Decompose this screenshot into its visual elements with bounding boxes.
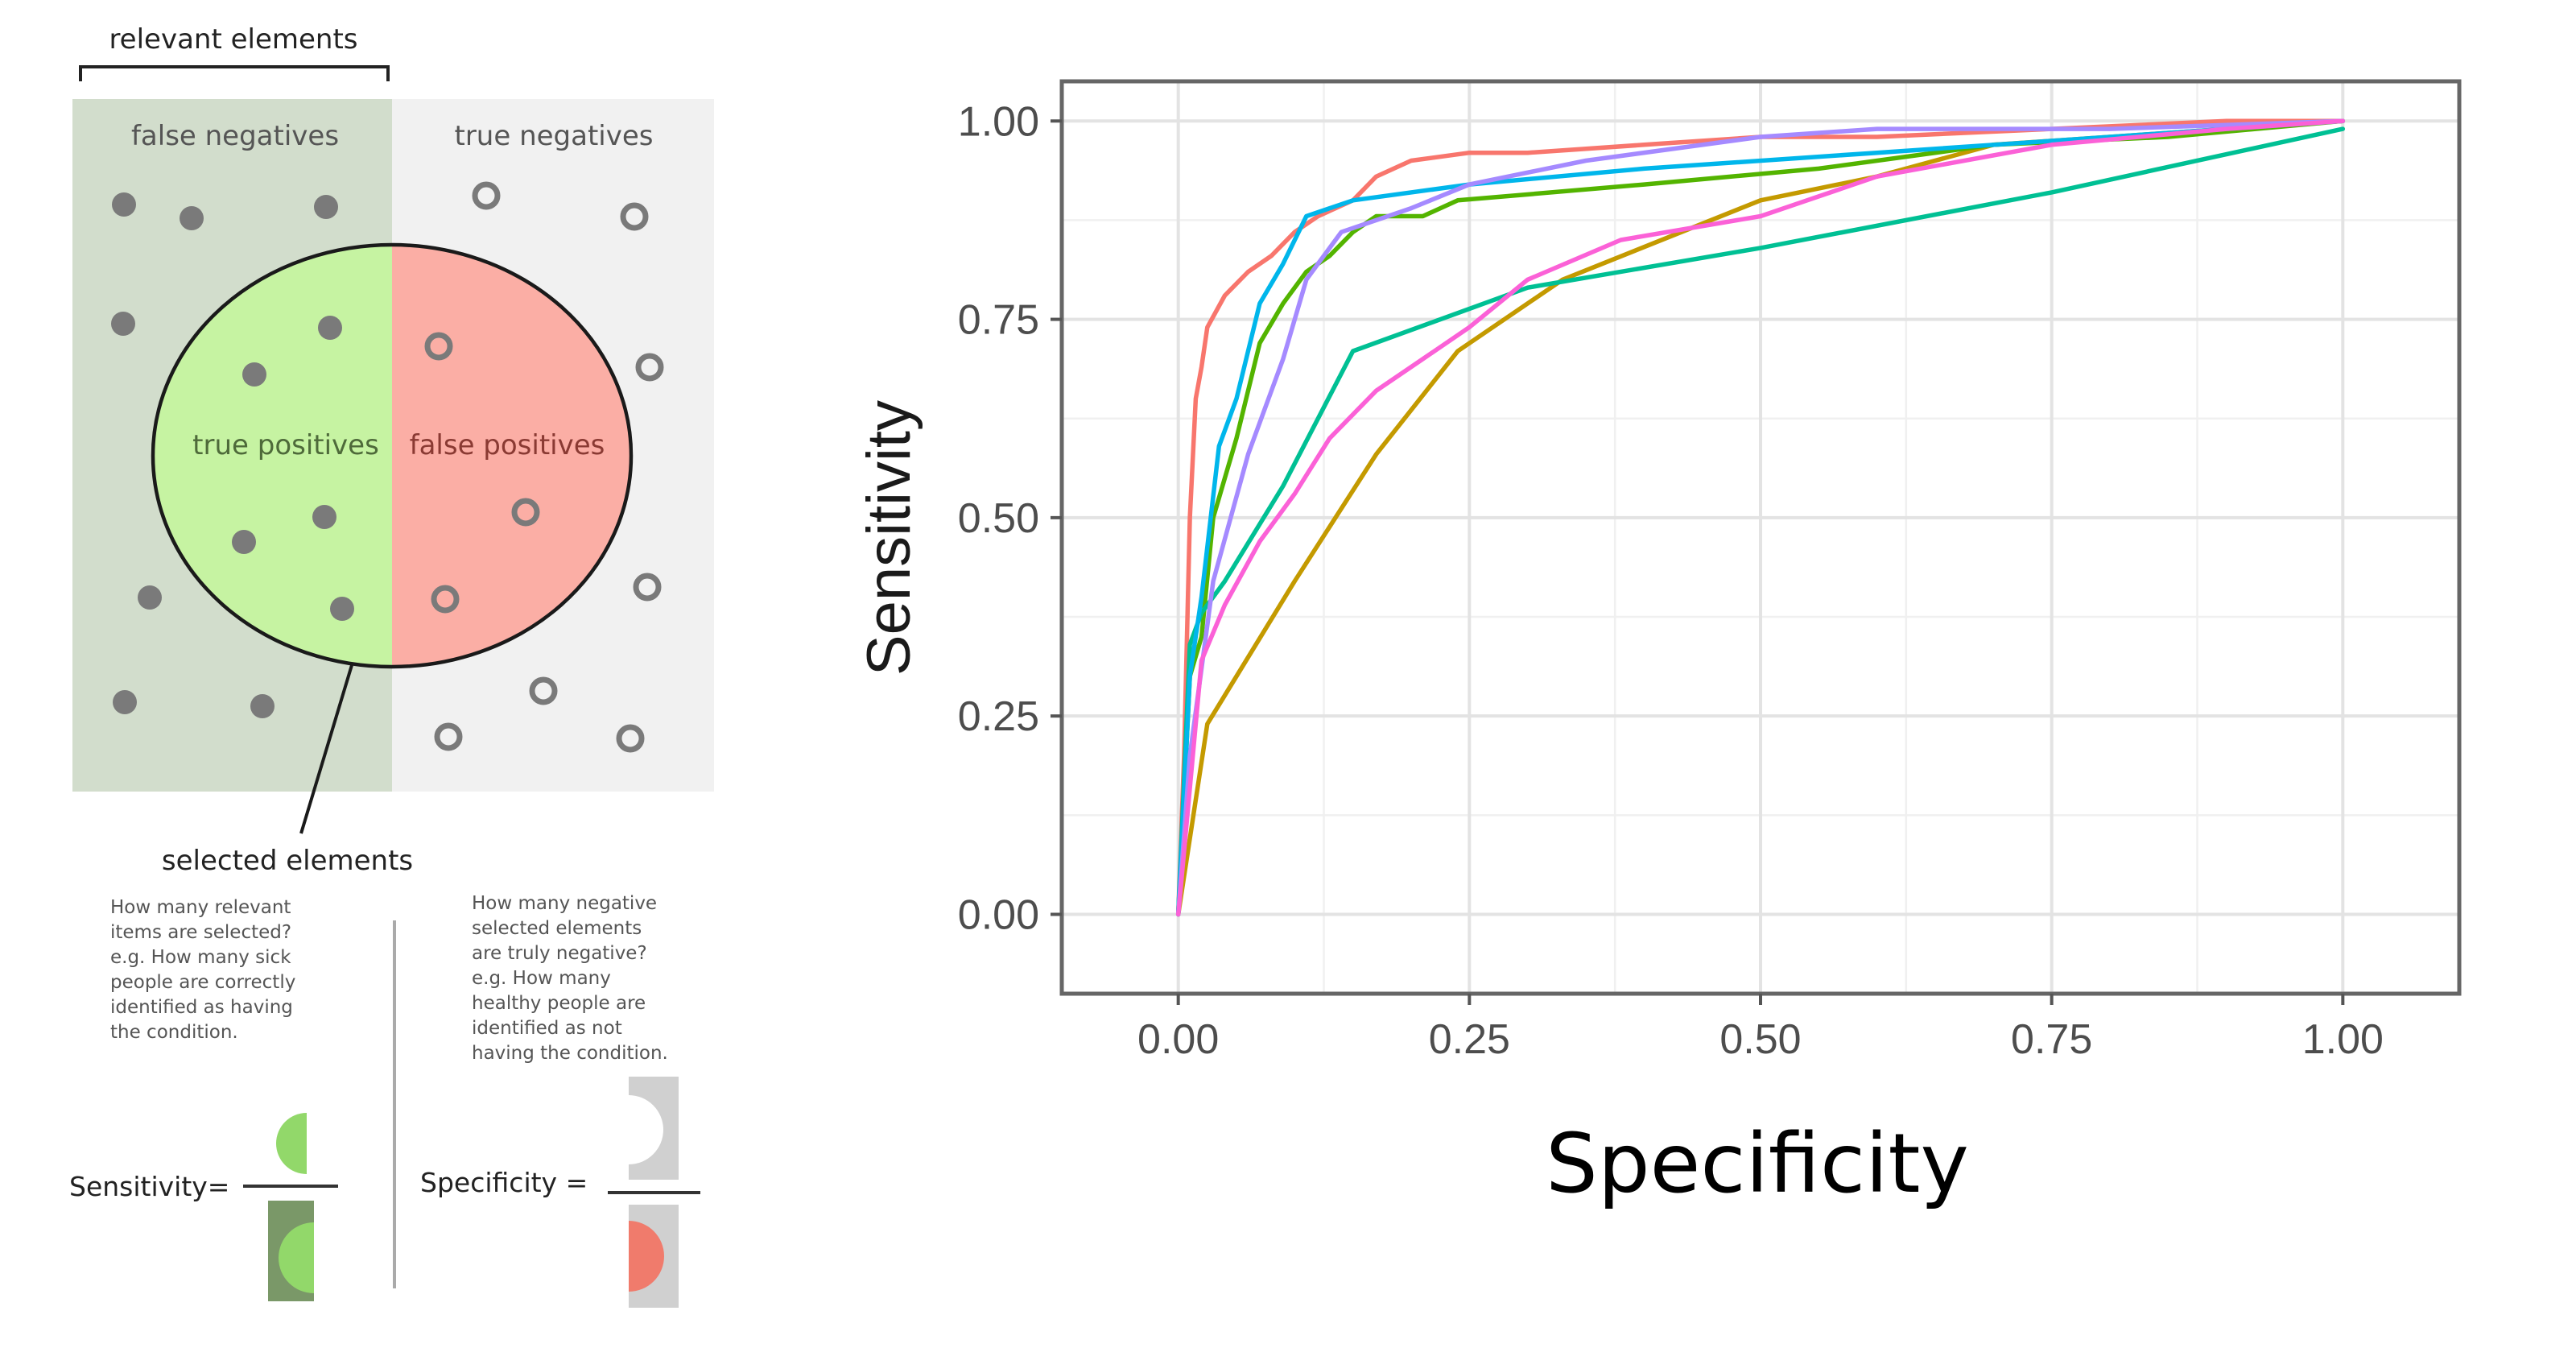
roc-curve-6 (1175, 118, 2346, 917)
true-negatives-label: true negatives (455, 120, 654, 152)
irrelevant-circle (434, 722, 463, 751)
irrelevant-circle (529, 676, 558, 705)
irrelevant-circle (616, 724, 645, 753)
x-axis-title: Specificity (1546, 1116, 1969, 1212)
relevant-dots (111, 192, 354, 718)
spec-question-line: having the condition. (472, 1043, 668, 1064)
y-tick-label: 1.00 (958, 98, 1039, 145)
sensitivity-question: How many relevant items are selected? e.… (110, 897, 295, 1043)
selected-elements-label: selected elements (162, 845, 413, 877)
spec-question-line: are truly negative? (472, 943, 647, 964)
irrelevant-circle (633, 573, 662, 602)
relevant-dot (250, 694, 275, 718)
irrelevant-circle (424, 332, 453, 361)
selected-pointer-line (299, 664, 353, 834)
spec-question-line: selected elements (472, 918, 642, 939)
relevant-dot (318, 316, 342, 340)
relevant-elements-label: relevant elements (109, 23, 357, 56)
sens-question-line: e.g. How many sick (110, 947, 291, 968)
x-tick-label: 0.00 (1137, 1016, 1219, 1063)
specificity-formula-label: Specificity = (420, 1167, 588, 1198)
sens-question-line: items are selected? (110, 922, 291, 943)
sens-numerator-half-circle (276, 1113, 307, 1174)
y-tick-label: 0.50 (958, 495, 1039, 542)
spec-question-line: e.g. How many (472, 968, 611, 989)
concept-diagram: relevant elements false negatives true n… (69, 23, 714, 1308)
roc-curve-3 (1175, 118, 2346, 917)
selected-circle-tp-half (153, 245, 392, 667)
relevant-dot (112, 192, 136, 217)
x-tick-label: 0.25 (1429, 1016, 1510, 1063)
sens-question-line: How many relevant (110, 897, 291, 918)
roc-chart: 0.00 0.25 0.50 0.75 1.00 0.00 0.25 0.50 0.75 1.0… (855, 79, 2462, 1212)
roc-curves (1175, 118, 2346, 917)
specificity-formula: Specificity = (420, 1077, 700, 1308)
spec-question-line: identified as not (472, 1018, 622, 1039)
specificity-question: How many negative selected elements are … (472, 893, 668, 1064)
y-tick-label: 0.00 (958, 891, 1039, 938)
relevant-dot (111, 312, 135, 336)
irrelevant-circle (620, 202, 649, 231)
relevant-dot (113, 690, 137, 714)
y-axis-title: Sensitivity (855, 400, 923, 676)
sensitivity-formula-label: Sensitivity= (69, 1171, 229, 1202)
irrelevant-circle (472, 181, 501, 210)
roc-curve-5 (1175, 118, 2346, 917)
x-tick-label: 0.50 (1719, 1016, 1801, 1063)
sens-question-line: the condition. (110, 1022, 238, 1043)
y-axis-ticks: 0.00 0.25 0.50 0.75 1.00 (958, 98, 1062, 938)
x-tick-label: 1.00 (2302, 1016, 2384, 1063)
relevant-dot (330, 597, 354, 621)
true-positives-label: true positives (192, 429, 379, 461)
irrelevant-circle (635, 353, 664, 382)
spec-question-line: How many negative (472, 893, 657, 914)
sens-question-line: identified as having (110, 997, 293, 1018)
sensitivity-formula: Sensitivity= (69, 1113, 338, 1301)
relevant-dot (232, 530, 256, 554)
false-negatives-label: false negatives (131, 120, 339, 152)
relevant-dot (242, 362, 266, 387)
roc-curve-7 (1175, 118, 2346, 917)
relevant-dot (312, 505, 336, 529)
relevant-dot (138, 585, 162, 610)
sens-question-line: people are correctly (110, 972, 295, 993)
relevant-dot (180, 206, 204, 230)
irrelevant-circles (424, 181, 664, 753)
spec-denominator-half-circle (629, 1221, 664, 1292)
selected-circle-outline (151, 242, 634, 669)
false-positives-label: false positives (410, 429, 605, 461)
x-axis-ticks: 0.00 0.25 0.50 0.75 1.00 (1137, 994, 2384, 1063)
y-tick-label: 0.25 (958, 693, 1039, 740)
y-tick-label: 0.75 (958, 297, 1039, 344)
relevant-bracket (79, 65, 390, 81)
x-tick-label: 0.75 (2011, 1016, 2092, 1063)
spec-numerator-half-circle (629, 1095, 663, 1164)
spec-question-line: healthy people are (472, 993, 646, 1014)
relevant-dot (314, 195, 338, 219)
irrelevant-circle (511, 498, 540, 527)
irrelevant-circle (431, 585, 460, 614)
sens-denominator-half-circle (279, 1222, 314, 1293)
